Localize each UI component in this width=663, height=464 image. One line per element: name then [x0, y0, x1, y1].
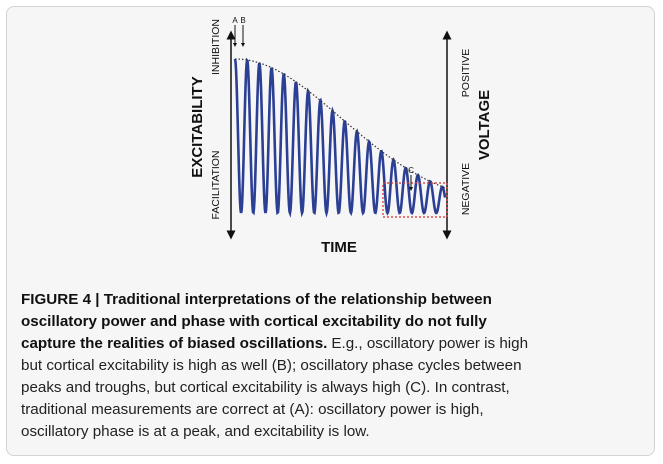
caption-line: traditional measurements are correct at … — [21, 399, 646, 421]
marker-label: B — [240, 16, 245, 25]
y-bottom-label: FACILITATION — [210, 150, 222, 219]
caption-line: oscillatory power and phase with cortica… — [21, 311, 646, 333]
caption-bold: oscillatory power and phase with cortica… — [21, 313, 487, 330]
figure-diagram: A B C EXCITABILITY INHIBITION FACILITATI… — [189, 16, 493, 256]
oscillation — [233, 57, 447, 218]
caption-text: oscillatory phase is at a peak, and exci… — [21, 423, 370, 440]
caption: FIGURE 4 | Traditional interpretations o… — [21, 289, 646, 443]
marker-label: A — [232, 16, 238, 25]
y2-label: VOLTAGE — [476, 90, 493, 160]
y-label: EXCITABILITY — [189, 76, 206, 177]
caption-line: peaks and troughs, but cortical excitabi… — [21, 377, 646, 399]
figure-frame: A B C EXCITABILITY INHIBITION FACILITATI… — [6, 6, 655, 456]
caption-line: oscillatory phase is at a peak, and exci… — [21, 421, 646, 443]
caption-text: but cortical excitability is high as wel… — [21, 357, 522, 374]
caption-bold: capture the realities of biased oscillat… — [21, 335, 328, 352]
y2-bottom-label: NEGATIVE — [460, 163, 472, 215]
y2-top-label: POSITIVE — [460, 49, 472, 97]
caption-text: traditional measurements are correct at … — [21, 401, 484, 418]
caption-bold: FIGURE 4 | Traditional interpretations o… — [21, 291, 492, 308]
caption-line: FIGURE 4 | Traditional interpretations o… — [21, 289, 646, 311]
marker-label: C — [408, 166, 414, 175]
caption-line: but cortical excitability is high as wel… — [21, 355, 646, 377]
caption-text: E.g., oscillatory power is high — [331, 335, 529, 352]
y-top-label: INHIBITION — [210, 19, 222, 75]
caption-line: capture the realities of biased oscillat… — [21, 333, 646, 355]
highlight-box — [382, 182, 448, 218]
caption-text: peaks and troughs, but cortical excitabi… — [21, 379, 510, 396]
x-label: TIME — [321, 239, 357, 256]
envelope — [235, 58, 446, 189]
